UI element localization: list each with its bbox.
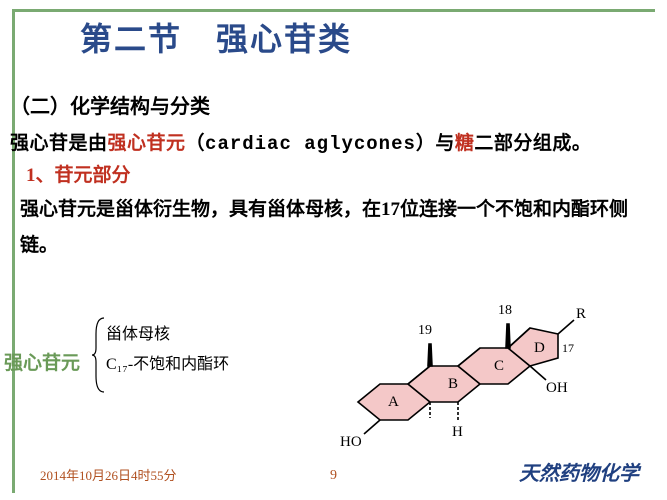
side-label: 强心苷元 bbox=[4, 348, 80, 375]
text-post: 二部分组成。 bbox=[474, 133, 591, 154]
paragraph: 强心苷元是甾体衍生物，具有甾体母核，在17位连接一个不饱和内酯环侧链。 bbox=[20, 192, 640, 264]
subsection-1: 1、苷元部分 bbox=[26, 160, 131, 187]
label-ho: HO bbox=[340, 434, 362, 450]
section-title: 第二节 强心苷类 bbox=[80, 14, 352, 60]
footer-page: 9 bbox=[330, 468, 337, 484]
text-eng: cardiac aglycones bbox=[205, 133, 416, 155]
label-17: 17 bbox=[562, 341, 574, 355]
text-paren2: ）与 bbox=[416, 133, 455, 154]
bracket-items: 甾体母核 C₁₇-不饱和内酯环 bbox=[106, 320, 229, 380]
label-c: C bbox=[494, 358, 504, 374]
bracket-item-1: 甾体母核 bbox=[106, 320, 229, 350]
label-19: 19 bbox=[418, 323, 432, 338]
label-b: B bbox=[448, 376, 458, 392]
text-red1: 强心苷元 bbox=[108, 133, 186, 154]
footer-date: 2014年10月26日4时55分 bbox=[40, 465, 177, 484]
label-r: R bbox=[576, 306, 586, 322]
text-red2: 糖 bbox=[455, 133, 475, 154]
text-pre: 强心苷是由 bbox=[10, 133, 108, 154]
footer-course: 天然药物化学 bbox=[519, 457, 639, 486]
intro-line: 强心苷是由强心苷元（cardiac aglycones）与糖二部分组成。 bbox=[10, 128, 591, 155]
label-oh1: OH bbox=[546, 380, 568, 396]
subheading: （二）化学结构与分类 bbox=[10, 90, 210, 119]
bracket-item-2: C₁₇-不饱和内酯环 bbox=[106, 350, 229, 380]
label-18: 18 bbox=[498, 303, 512, 318]
text-paren: （ bbox=[186, 133, 206, 154]
steroid-structure: A B C D 19 18 17 R H OH HO bbox=[340, 270, 650, 470]
label-h: H bbox=[452, 424, 463, 440]
label-a: A bbox=[388, 394, 399, 410]
label-d: D bbox=[534, 340, 545, 356]
